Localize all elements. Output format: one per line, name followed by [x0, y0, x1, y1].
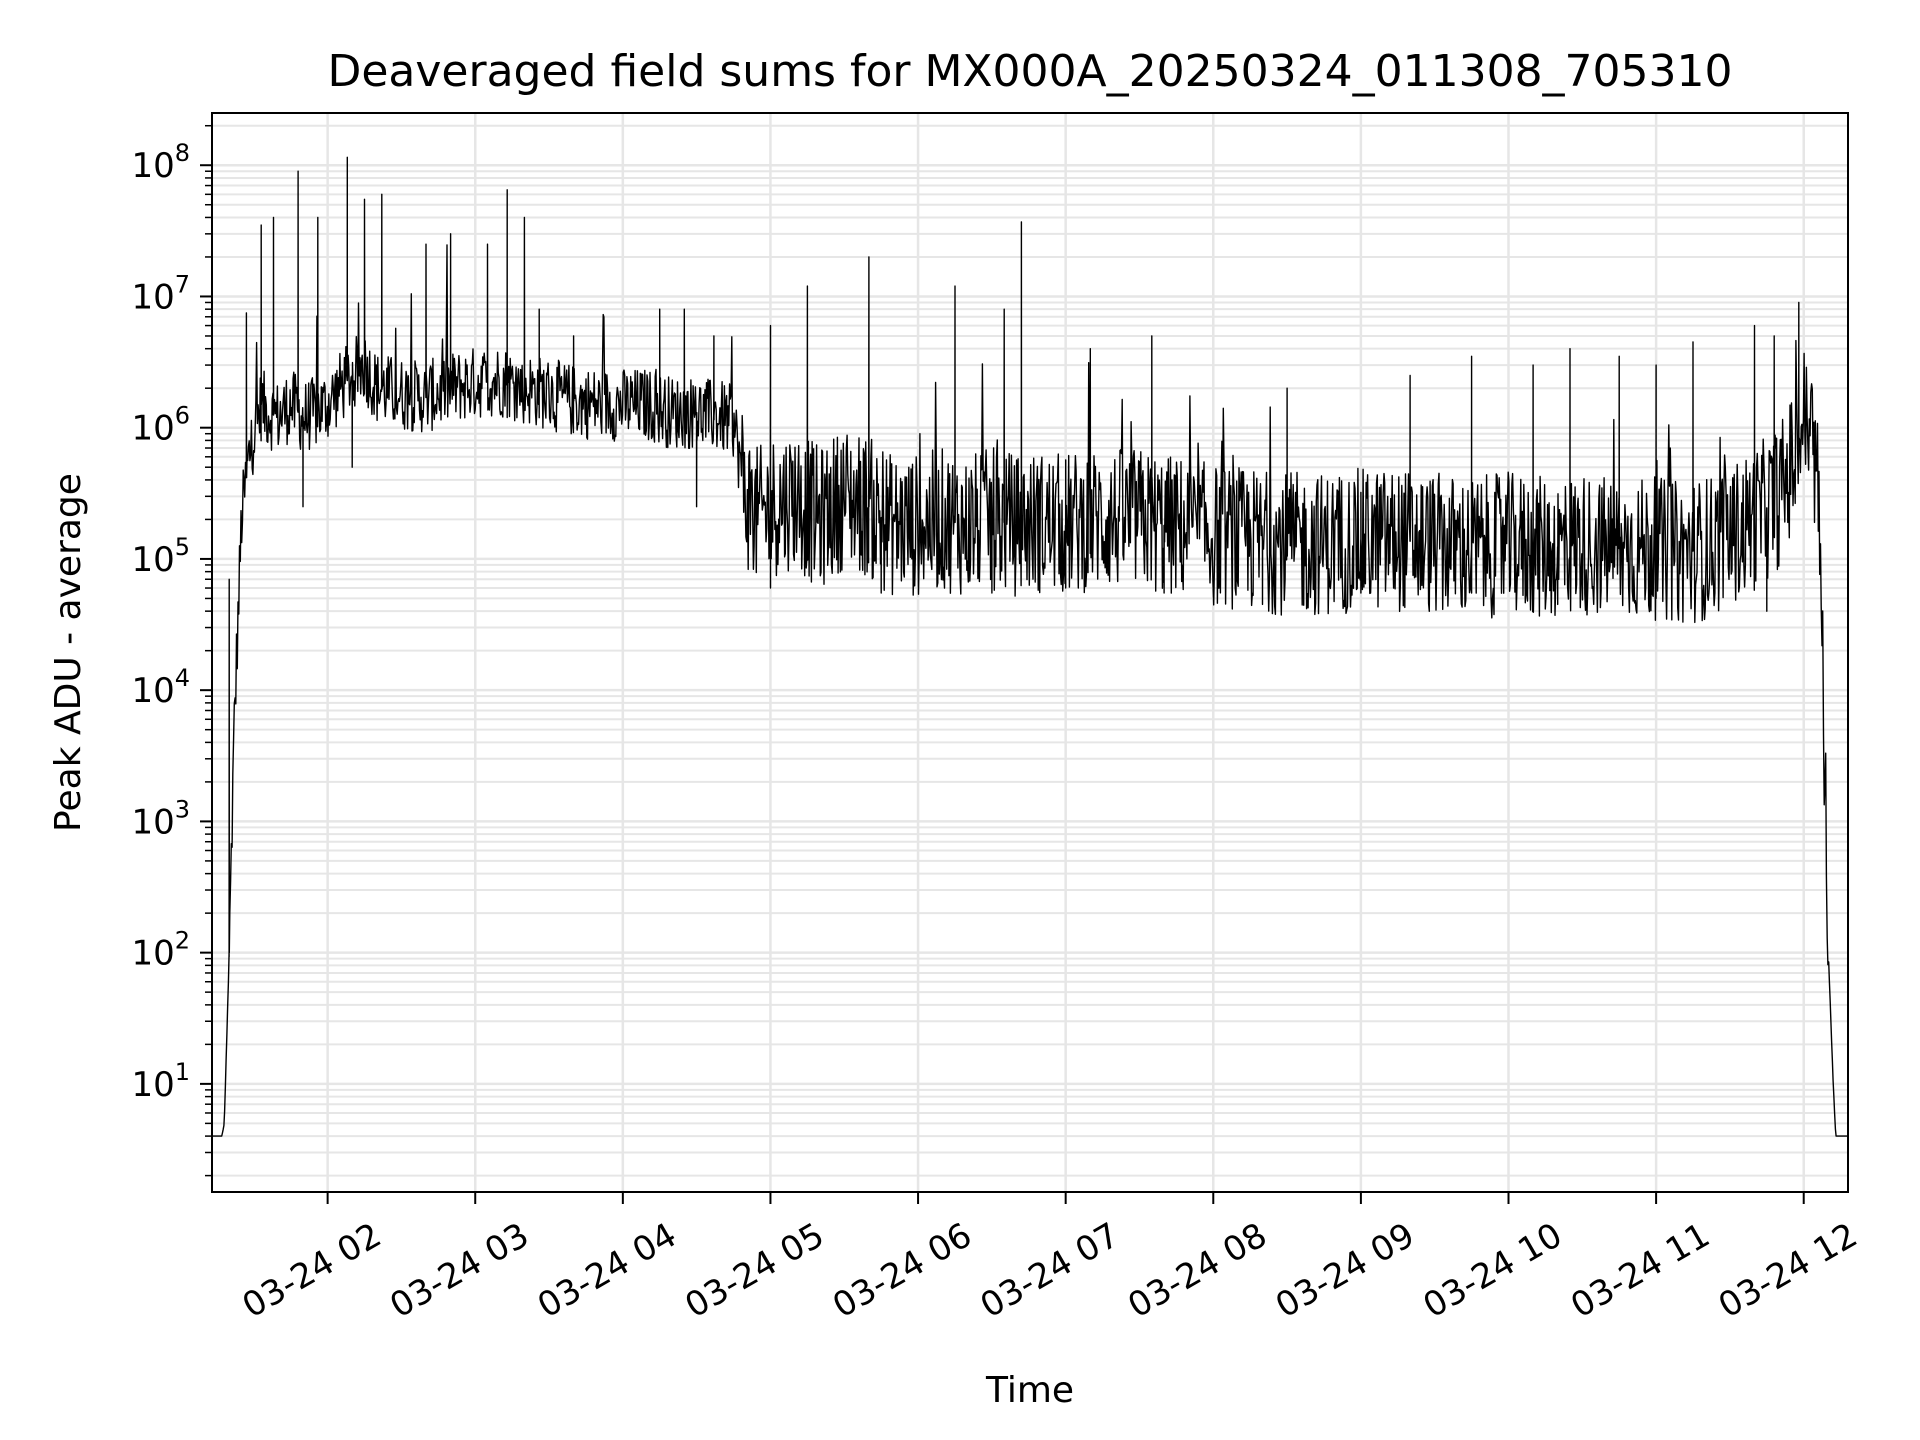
y-tick-label: 108: [131, 139, 190, 186]
plot-area: [212, 156, 1848, 1137]
chart-title: Deaveraged field sums for MX000A_2025032…: [327, 46, 1732, 97]
grid-lines: [212, 113, 1848, 1192]
y-tick-label: 107: [131, 270, 190, 317]
y-tick-label: 104: [131, 664, 190, 711]
y-tick-label: 102: [131, 927, 190, 974]
y-tick-label: 101: [131, 1058, 190, 1105]
y-axis-label: Peak ADU - average: [48, 473, 89, 832]
y-tick-label: 106: [131, 402, 190, 449]
series-line: [212, 156, 1848, 1137]
axes-frame: [211, 112, 1849, 1193]
y-tick-label: 105: [131, 533, 190, 580]
y-tick-label: 103: [131, 795, 190, 842]
x-axis-label: Time: [985, 1370, 1074, 1411]
y-axis-ticks: 101 102 103 104 105 106 107 108: [131, 124, 212, 1177]
